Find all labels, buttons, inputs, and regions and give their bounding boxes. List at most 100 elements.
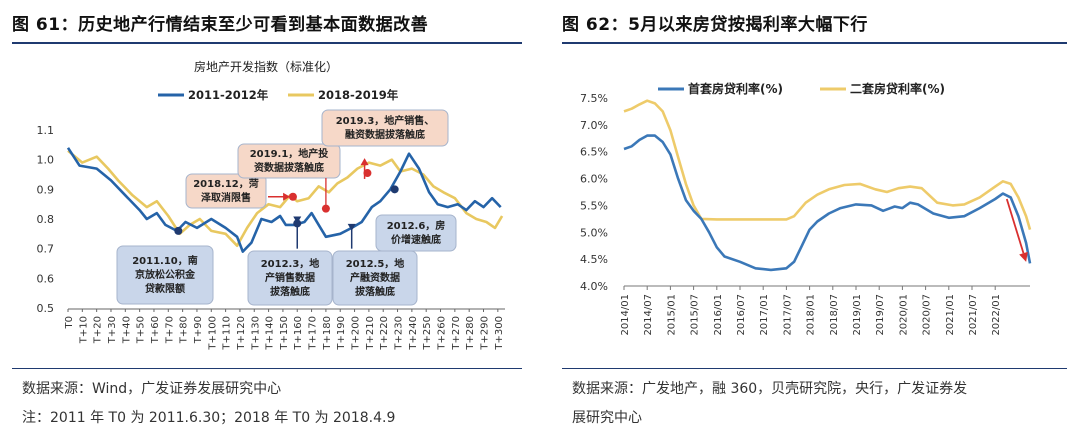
annotation-box-a2012_5 — [332, 250, 418, 306]
x-tick-label: T+80 — [179, 316, 190, 344]
annotation-marker-a2012_6 — [390, 185, 399, 194]
x-tick-label: T+210 — [365, 316, 376, 351]
annotation-marker-a2012_3 — [293, 219, 302, 228]
x-tick-label: T+120 — [236, 316, 247, 351]
x-tick-label: T+280 — [465, 316, 476, 351]
annotation-arrow-head-a2019_3 — [360, 158, 369, 166]
left-chart-legend: 2011-2012年 2018-2019年 — [158, 88, 399, 102]
x-tick-label: 2019/01 — [852, 294, 863, 336]
left-source-rule — [12, 368, 522, 369]
left-source: 数据来源：Wind，广发证券发展研究中心 — [22, 381, 282, 397]
annotation-arrow-head-a2018_12 — [283, 192, 291, 201]
x-tick-label: T+230 — [394, 316, 405, 351]
x-tick-label: T+140 — [265, 316, 276, 351]
series-line-0 — [623, 134, 1032, 272]
y-tick-label: 0.9 — [37, 183, 55, 196]
annotation-marker-a2019_1 — [321, 204, 330, 213]
legend-label-1: 2018-2019年 — [318, 88, 399, 102]
y-tick-label: 6.0% — [580, 173, 608, 186]
x-tick-label: 2014/01 — [620, 294, 631, 336]
x-tick-label: T+110 — [222, 316, 233, 351]
right-panel: 图 62：5月以来房贷按揭利率大幅下行 首套房贷利率(%) 二套房贷利率(%) 4… — [550, 0, 1080, 438]
y-tick-label: 4.0% — [580, 280, 608, 293]
annotation-text-a2012_5: 产融资数据 — [350, 271, 400, 284]
x-tick-label: T+70 — [164, 316, 175, 344]
right-source-rule — [562, 368, 1067, 369]
annotation-text-a2019_3: 融资数据拔落触底 — [345, 128, 425, 141]
y-tick-label: 7.0% — [580, 119, 608, 132]
annotation-text-a2012_3: 产销售数据 — [265, 271, 315, 284]
x-tick-label: T+130 — [250, 316, 261, 351]
x-tick-label: T+250 — [422, 316, 433, 351]
series-line-1 — [623, 99, 1032, 230]
x-tick-label: T+160 — [293, 316, 304, 351]
x-tick-label: 2014/07 — [643, 294, 654, 336]
x-tick-label: T+300 — [494, 316, 505, 351]
x-tick-label: T+100 — [207, 316, 218, 351]
right-chart-series — [623, 99, 1032, 272]
x-tick-label: T+190 — [336, 316, 347, 351]
right-chart-annotations — [1005, 198, 1028, 262]
right-source-line2: 展研究中心 — [572, 410, 642, 426]
y-tick-label: 6.5% — [580, 146, 608, 159]
right-chart-axes: 4.0% 4.5% 5.0% 5.5% 6.0% 6.5% 7.0% 7.5% 2014/01 2… — [580, 92, 1030, 336]
annotation-marker-a2011_10 — [174, 226, 183, 235]
y-tick-label: 5.0% — [580, 226, 608, 239]
x-tick-label: T+90 — [193, 316, 204, 344]
x-tick-label: T0 — [64, 316, 75, 329]
y-tick-label: 0.8 — [37, 213, 55, 226]
annotation-box-a2019_3 — [321, 109, 449, 147]
x-tick-label: 2016/01 — [713, 294, 724, 336]
annotation-box-a2019_1 — [237, 143, 341, 179]
y-tick-label: 1.0 — [37, 154, 55, 167]
x-tick-label: T+200 — [351, 316, 362, 351]
x-tick-label: 2020/07 — [922, 294, 933, 336]
annotation-box-a2012_6 — [375, 214, 457, 252]
x-tick-label: T+150 — [279, 316, 290, 351]
right-chart-legend: 首套房贷利率(%) 二套房贷利率(%) — [658, 81, 945, 96]
x-tick-label: T+270 — [451, 316, 462, 351]
annotation-box-a2018_12 — [185, 173, 267, 209]
x-tick-label: 2019/07 — [875, 294, 886, 336]
left-chart: 房地产开发指数（标准化） 2011-2012年 2018-2019年 0.5 0.6… — [37, 59, 505, 351]
x-tick-label: 2015/07 — [690, 294, 701, 336]
x-tick-label: 2018/01 — [806, 294, 817, 336]
x-tick-label: T+260 — [437, 316, 448, 351]
x-tick-label: 2017/01 — [759, 294, 770, 336]
right-title-rule — [562, 42, 1067, 44]
y-tick-label: 5.5% — [580, 199, 608, 212]
y-tick-label: 0.5 — [37, 302, 55, 315]
y-tick-label: 7.5% — [580, 92, 608, 105]
x-tick-label: 2015/01 — [666, 294, 677, 336]
annotation-text-a2012_6: 价增速触底 — [391, 233, 441, 246]
decline-arrow-head — [1019, 251, 1028, 262]
left-chart-title: 房地产开发指数（标准化） — [194, 59, 338, 74]
x-tick-label: T+220 — [379, 316, 390, 351]
right-figure-title: 图 62：5月以来房贷按揭利率大幅下行 — [562, 15, 868, 35]
x-tick-label: 2022/01 — [991, 294, 1002, 336]
annotation-text-a2018_12: 2018.12，菏 — [193, 177, 259, 190]
x-tick-label: T+60 — [150, 316, 161, 344]
annotation-text-a2018_12: 泽取消限售 — [201, 191, 251, 204]
legend-label-0: 2011-2012年 — [188, 88, 269, 102]
annotation-marker-a2018_12 — [288, 192, 297, 201]
y-tick-label: 4.5% — [580, 253, 608, 266]
y-tick-label: 0.7 — [37, 243, 55, 256]
x-tick-label: 2017/07 — [782, 294, 793, 336]
x-tick-label: 2020/01 — [898, 294, 909, 336]
annotation-text-a2012_5: 拔落触底 — [355, 285, 395, 298]
x-tick-label: T+50 — [136, 316, 147, 344]
x-tick-label: 2016/07 — [736, 294, 747, 336]
left-title-rule — [12, 42, 522, 44]
annotation-text-a2012_3: 2012.3，地 — [261, 257, 320, 270]
x-tick-label: T+170 — [308, 316, 319, 351]
left-figure-title: 图 61：历史地产行情结束至少可看到基本面数据改善 — [12, 15, 429, 35]
annotation-text-a2019_3: 2019.3，地产销售、 — [336, 114, 435, 127]
y-tick-label: 1.1 — [37, 124, 55, 137]
legend-label-0: 首套房贷利率(%) — [688, 81, 783, 96]
x-tick-label: T+180 — [322, 316, 333, 351]
annotation-text-a2019_1: 2019.1，地产投 — [250, 147, 329, 160]
x-tick-label: T+30 — [107, 316, 118, 344]
annotation-box-a2011_10 — [116, 245, 214, 305]
